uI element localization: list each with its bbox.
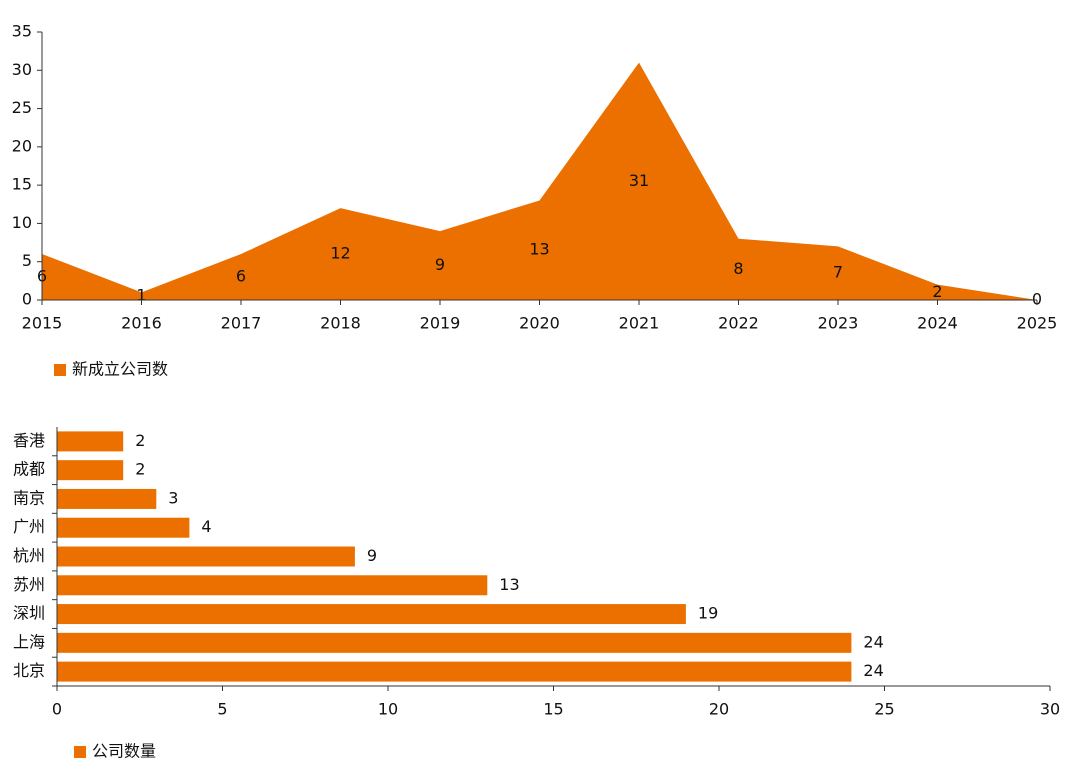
x-tick-label: 0 bbox=[52, 700, 62, 719]
x-tick-label: 2020 bbox=[519, 314, 560, 333]
data-label: 2 bbox=[135, 431, 145, 450]
data-label: 3 bbox=[168, 488, 178, 507]
data-label: 24 bbox=[863, 632, 883, 651]
x-tick-label: 5 bbox=[217, 700, 227, 719]
x-tick-label: 2021 bbox=[619, 314, 660, 333]
y-tick-label: 北京 bbox=[13, 661, 45, 680]
data-label: 4 bbox=[201, 517, 211, 536]
x-tick-label: 30 bbox=[1040, 700, 1060, 719]
data-label: 9 bbox=[367, 546, 377, 565]
bar bbox=[57, 546, 355, 567]
x-tick-label: 15 bbox=[543, 700, 563, 719]
area bbox=[42, 62, 1037, 300]
y-tick-label: 杭州 bbox=[13, 546, 45, 565]
y-tick-label: 深圳 bbox=[13, 604, 45, 623]
data-label: 24 bbox=[863, 661, 883, 680]
x-tick-label: 10 bbox=[378, 700, 398, 719]
bar bbox=[57, 488, 157, 509]
data-label: 7 bbox=[833, 263, 843, 282]
y-tick-label: 广州 bbox=[13, 517, 45, 536]
bar bbox=[57, 604, 686, 625]
data-label: 8 bbox=[733, 259, 743, 278]
bar bbox=[57, 460, 124, 481]
data-label: 31 bbox=[629, 171, 649, 190]
x-tick-label: 2015 bbox=[22, 314, 63, 333]
data-label: 13 bbox=[499, 575, 519, 594]
data-label: 9 bbox=[435, 255, 445, 274]
y-tick-label: 0 bbox=[22, 290, 32, 309]
x-tick-label: 2017 bbox=[221, 314, 262, 333]
x-tick-label: 2025 bbox=[1017, 314, 1058, 333]
x-tick-label: 2016 bbox=[121, 314, 162, 333]
y-tick-label: 香港 bbox=[13, 431, 45, 450]
bar bbox=[57, 517, 190, 538]
y-tick-label: 南京 bbox=[13, 488, 45, 507]
bar bbox=[57, 632, 852, 653]
y-tick-label: 25 bbox=[12, 98, 32, 117]
x-tick-label: 2023 bbox=[818, 314, 859, 333]
y-tick-label: 上海 bbox=[13, 632, 45, 651]
y-tick-label: 5 bbox=[22, 251, 32, 270]
bar bbox=[57, 431, 124, 452]
y-tick-label: 10 bbox=[12, 213, 32, 232]
x-tick-label: 2024 bbox=[917, 314, 958, 333]
y-tick-label: 苏州 bbox=[13, 575, 45, 594]
x-tick-label: 2018 bbox=[320, 314, 361, 333]
y-tick-label: 20 bbox=[12, 136, 32, 155]
y-tick-label: 成都 bbox=[13, 460, 45, 479]
x-tick-label: 2022 bbox=[718, 314, 759, 333]
data-label: 12 bbox=[330, 244, 350, 263]
data-label: 2 bbox=[932, 282, 942, 301]
legend-swatch bbox=[74, 746, 86, 758]
legend-label: 新成立公司数 bbox=[72, 360, 168, 379]
bar bbox=[57, 661, 852, 682]
data-label: 0 bbox=[1032, 290, 1042, 309]
data-label: 2 bbox=[135, 460, 145, 479]
data-label: 1 bbox=[136, 286, 146, 305]
x-tick-label: 2019 bbox=[420, 314, 461, 333]
data-label: 13 bbox=[529, 240, 549, 259]
x-tick-label: 25 bbox=[874, 700, 894, 719]
y-tick-label: 15 bbox=[12, 175, 32, 194]
bar bbox=[57, 575, 488, 596]
data-label: 19 bbox=[698, 604, 718, 623]
legend-label: 公司数量 bbox=[92, 742, 156, 761]
data-label: 6 bbox=[236, 267, 246, 286]
x-tick-label: 20 bbox=[709, 700, 729, 719]
y-tick-label: 30 bbox=[12, 60, 32, 79]
y-tick-label: 35 bbox=[12, 22, 32, 41]
legend-swatch bbox=[54, 364, 66, 376]
